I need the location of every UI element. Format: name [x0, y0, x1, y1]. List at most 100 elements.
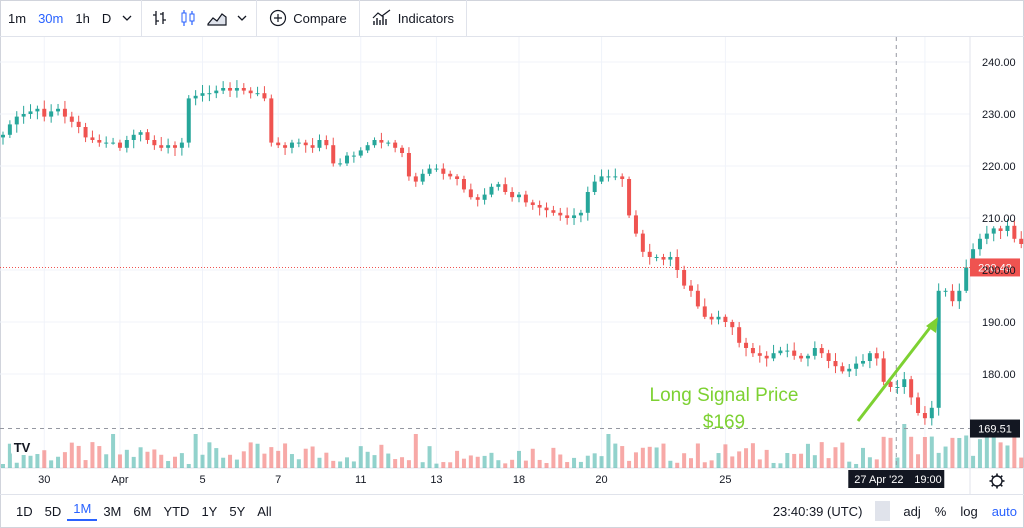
candle [303, 139, 308, 153]
compare-button[interactable]: Compare [261, 9, 354, 27]
candle [517, 191, 521, 203]
candle-body [400, 147, 405, 153]
candle-body [455, 176, 460, 179]
candle [895, 379, 900, 394]
clock[interactable]: 23:40:39 (UTC) [772, 503, 863, 519]
volume-bar [365, 451, 370, 468]
range-6m[interactable]: 6M [133, 503, 152, 519]
candle-body [675, 257, 680, 270]
volume-bar [764, 449, 769, 468]
candle-body [393, 142, 398, 148]
volume-bar [929, 436, 934, 468]
area-style-icon[interactable] [202, 9, 232, 27]
tradingview-logo: TV [11, 439, 33, 455]
volume-bar [56, 456, 61, 468]
volume-bar [909, 436, 914, 468]
candle [379, 132, 384, 149]
candle [881, 351, 886, 386]
candle [833, 353, 838, 374]
volume-bar [111, 434, 116, 468]
volume-bar [76, 445, 81, 468]
time-axis-label: 11 [355, 474, 366, 486]
candle [179, 137, 184, 156]
candle-body [7, 124, 12, 135]
bar-style-icon[interactable] [146, 9, 174, 27]
candle [207, 85, 212, 102]
candle-body [35, 108, 40, 112]
candle [131, 129, 136, 149]
range-5y[interactable]: 5Y [229, 503, 246, 519]
candle [819, 344, 824, 358]
bottom-toolbar: 1D 5D 1M 3M 6M YTD 1Y 5Y All 23:40:39 (U… [0, 494, 1024, 527]
volume-bar [289, 454, 294, 468]
volume-bars [1, 424, 1024, 468]
candle-body [248, 90, 253, 94]
interval-d[interactable]: D [101, 10, 112, 26]
candle-style-icon[interactable] [174, 9, 202, 27]
auto-toggle[interactable]: auto [991, 503, 1017, 519]
settings-gear-icon[interactable] [989, 473, 1005, 489]
percent-toggle[interactable]: % [934, 503, 947, 519]
volume-bar [200, 454, 205, 468]
candle-body [241, 88, 246, 91]
indicators-button[interactable]: Indicators [364, 9, 462, 27]
chart-style-chevron-down-icon[interactable] [232, 14, 252, 22]
gear-tooth [999, 475, 1003, 479]
adj-toggle[interactable]: adj [903, 503, 921, 519]
price-chart[interactable]: 200.49 169.51 240.00 230.00 220.00 210.00 200.… [0, 37, 1024, 494]
candle [737, 322, 742, 348]
volume-bar [785, 453, 790, 468]
volume-bar [689, 458, 693, 468]
candle-body [28, 111, 33, 114]
candle-body [200, 93, 205, 96]
candle [592, 174, 597, 195]
interval-1m[interactable]: 1m [8, 10, 27, 26]
candle [826, 349, 831, 369]
candle-body [358, 150, 363, 156]
interval-30m[interactable]: 30m [38, 10, 64, 26]
candle-body [558, 212, 563, 216]
crosshair-date-tag [848, 470, 945, 488]
volume-bar [117, 454, 122, 468]
candle [386, 140, 391, 147]
candle-body [819, 348, 824, 354]
candle [585, 186, 590, 221]
interval-menu-chevron-down-icon[interactable] [117, 14, 137, 22]
candle [689, 279, 693, 297]
candle [1005, 219, 1010, 237]
volume-bar [998, 442, 1003, 468]
volume-bar [599, 456, 604, 468]
range-selector: 1D 5D 1M 3M 6M YTD 1Y 5Y All [0, 501, 278, 521]
range-1m[interactable]: 1M [67, 501, 98, 521]
range-5d[interactable]: 5D [44, 503, 62, 519]
candle [28, 104, 33, 119]
range-ytd[interactable]: YTD [163, 503, 190, 519]
volume-bar [991, 433, 996, 468]
volume-bar [400, 457, 405, 468]
volume-bar [943, 446, 948, 468]
range-all[interactable]: All [257, 503, 272, 519]
log-toggle[interactable]: log [960, 503, 978, 519]
annotation-arrow-head [926, 317, 938, 333]
range-3m[interactable]: 3M [103, 503, 122, 519]
candle [991, 226, 996, 242]
volume-bar [228, 454, 233, 468]
candle-body [289, 142, 294, 148]
candle [159, 136, 164, 152]
candle [111, 137, 116, 145]
candle-body [365, 145, 370, 151]
candle-body [173, 145, 177, 148]
candle-body [530, 202, 535, 205]
candle-body [613, 176, 618, 178]
volume-bar [702, 462, 707, 468]
toolbar-divider [256, 0, 258, 36]
candle-body [482, 194, 487, 200]
volume-bar [964, 435, 969, 468]
range-1d[interactable]: 1D [16, 503, 33, 519]
range-1y[interactable]: 1Y [201, 503, 218, 519]
gear-ring [991, 475, 1003, 487]
candle [221, 81, 226, 95]
interval-1h[interactable]: 1h [75, 10, 90, 26]
candle [393, 139, 398, 153]
candle-body [517, 194, 521, 198]
